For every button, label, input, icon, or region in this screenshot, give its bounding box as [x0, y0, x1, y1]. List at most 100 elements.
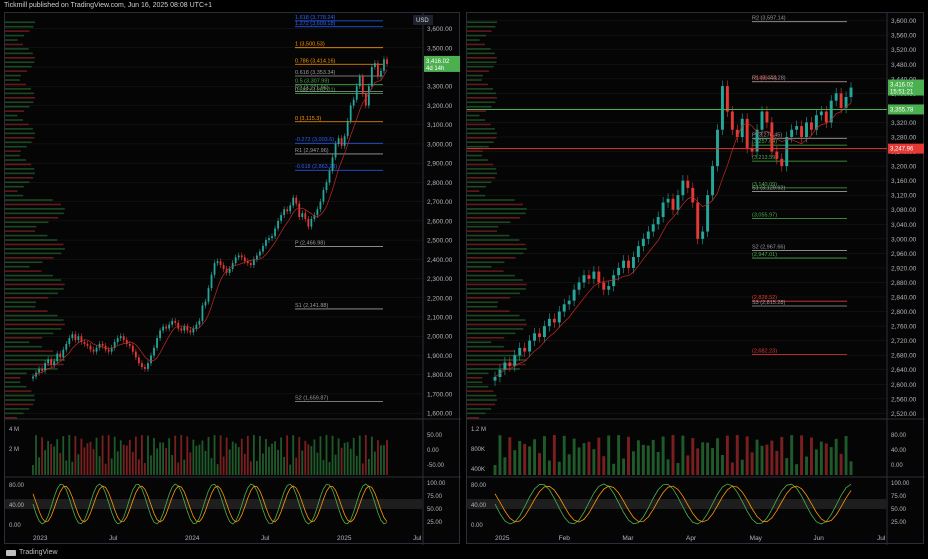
- right-chart-panel[interactable]: 2,520.00 2,560.00 2,600.00 2,640.00 2,680.00…: [466, 12, 925, 545]
- volume-bar: [844, 435, 848, 475]
- volume-bar: [316, 452, 319, 475]
- candle-body: [725, 86, 729, 112]
- candle-body: [234, 257, 237, 264]
- volume-profile-bar: [5, 243, 64, 246]
- candle-body: [131, 345, 134, 352]
- volume-profile-bar: [5, 412, 24, 415]
- volume-bar: [74, 435, 77, 475]
- candle-body: [681, 180, 685, 196]
- left-chart-panel[interactable]: 1,600.00 1,700.00 1,800.00 1,900.00 2,000.00…: [4, 12, 461, 545]
- candle-body: [301, 213, 304, 217]
- volume-profile-bar: [5, 128, 33, 130]
- volume-bar: [62, 436, 65, 475]
- volume-profile-bar: [467, 332, 516, 335]
- volume-bar: [137, 459, 140, 475]
- volume-profile-bar: [467, 163, 494, 166]
- volume-bar: [38, 457, 40, 475]
- volume-osc-label: 50.00: [427, 433, 443, 439]
- candle-body: [153, 347, 155, 356]
- volume-bar: [355, 455, 358, 475]
- candle-body: [50, 359, 53, 366]
- volume-profile-bar: [5, 43, 23, 46]
- volume-bar: [77, 454, 80, 475]
- candle-body: [292, 197, 295, 206]
- candle-body: [612, 275, 616, 287]
- candle-body: [730, 111, 734, 130]
- volume-profile-bar: [5, 25, 34, 28]
- volume-bar: [116, 451, 119, 475]
- stoch-right-label: 100.00: [427, 481, 446, 487]
- volume-bar: [141, 435, 143, 475]
- volume-profile-bar: [5, 97, 35, 99]
- volume-bar: [98, 456, 101, 475]
- volume-bar: [192, 439, 195, 475]
- candle-body: [829, 100, 833, 123]
- candle-body: [849, 87, 853, 97]
- candle-body: [795, 126, 799, 130]
- volume-bar: [538, 453, 541, 475]
- volume-profile-bar: [467, 417, 479, 419]
- volume-profile-bar: [5, 350, 54, 352]
- candle-body: [165, 326, 168, 329]
- candle-body: [174, 320, 177, 323]
- stoch-d-line: [32, 485, 388, 523]
- volume-profile-bar: [467, 252, 524, 255]
- volume-profile-bar: [467, 119, 486, 121]
- volume-bar: [735, 435, 739, 475]
- time-axis-label: Jun: [813, 535, 824, 542]
- side-badge-label: 3,355.78: [890, 107, 914, 113]
- price-tick-label: 2,600.00: [427, 218, 453, 225]
- volume-bar: [95, 437, 98, 475]
- candle-body: [144, 367, 146, 369]
- left-chart-svg[interactable]: 1,600.00 1,700.00 1,800.00 1,900.00 2,000.00…: [5, 13, 461, 545]
- volume-bar: [331, 435, 334, 475]
- volume-profile-bar: [5, 74, 21, 77]
- volume-bar: [849, 461, 853, 475]
- volume-bar: [671, 435, 675, 475]
- volume-bar: [307, 444, 310, 475]
- candle-body: [59, 353, 62, 358]
- volume-profile-bar: [5, 239, 58, 241]
- right-chart-svg[interactable]: 2,520.00 2,560.00 2,600.00 2,640.00 2,680.00…: [467, 13, 925, 545]
- volume-profile-bar: [5, 21, 35, 24]
- volume-profile-bar: [467, 39, 480, 41]
- volume-bar: [110, 458, 113, 475]
- volume-profile-bar: [467, 145, 489, 148]
- candle-body: [380, 70, 382, 77]
- stoch-axis-label: 40.00: [471, 503, 487, 509]
- volume-bar: [790, 435, 794, 475]
- volume-bar: [165, 448, 168, 475]
- volume-profile-bar: [467, 30, 492, 32]
- volume-bar: [201, 440, 204, 475]
- volume-bar: [686, 455, 690, 475]
- volume-bar: [676, 462, 680, 475]
- candle-body: [671, 198, 675, 210]
- volume-profile-bar: [5, 297, 49, 299]
- candle-body: [38, 368, 40, 373]
- volume-bar: [839, 453, 843, 475]
- volume-profile-bar: [467, 292, 520, 295]
- volume-bar: [572, 438, 576, 475]
- level-label: (3,257.64): [752, 139, 777, 145]
- candle-body: [355, 86, 358, 100]
- level-label: P (3,276.45): [752, 132, 782, 138]
- side-badge-bg: [888, 104, 924, 115]
- candle-body: [513, 355, 517, 367]
- currency-label: USD: [416, 18, 429, 24]
- volume-bar: [222, 456, 225, 475]
- candle-body: [352, 99, 355, 106]
- candle-body: [240, 255, 243, 258]
- candle-body: [819, 111, 823, 116]
- volume-bar: [367, 458, 370, 475]
- volume-profile-bar: [467, 154, 482, 157]
- volume-bar: [216, 464, 219, 475]
- volume-bar: [134, 436, 137, 475]
- candle-body: [349, 105, 352, 121]
- volume-profile-bar: [5, 323, 65, 326]
- volume-profile-bar: [467, 257, 516, 259]
- price-tick-label: 2,640.00: [891, 367, 917, 374]
- volume-profile-bar: [5, 190, 18, 192]
- candle-body: [110, 347, 113, 352]
- volume-bar: [641, 444, 645, 475]
- volume-profile-bar: [467, 97, 497, 99]
